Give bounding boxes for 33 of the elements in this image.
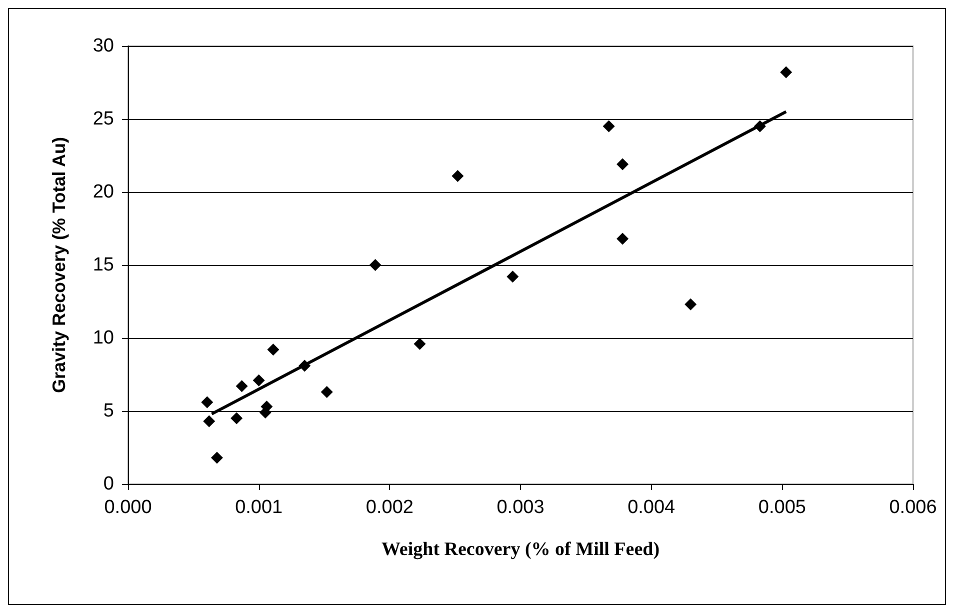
point [252, 374, 265, 386]
point [201, 396, 214, 408]
x-tick-label: 0.006 [889, 497, 937, 518]
y-tick-label: 20 [92, 182, 114, 202]
y-tick-label: 30 [92, 36, 114, 56]
x-axis-title: Weight Recovery (% of Mill Feed) [381, 539, 660, 560]
point [616, 158, 629, 170]
y-tick-label: 0 [103, 474, 114, 494]
point [452, 170, 464, 182]
y-tick-label: 10 [92, 328, 114, 348]
y-tick-label: 5 [103, 400, 114, 422]
point [267, 344, 280, 356]
point [230, 412, 243, 424]
point [414, 338, 426, 350]
x-tick-label: 0.000 [104, 497, 152, 518]
point [602, 120, 615, 132]
x-tick-label: 0.003 [496, 497, 544, 518]
point [320, 386, 333, 398]
point [210, 452, 223, 464]
point [780, 66, 792, 78]
point [506, 270, 519, 283]
y-tick-label: 25 [92, 108, 114, 130]
point [369, 259, 382, 271]
point [616, 232, 629, 245]
point [203, 415, 216, 428]
point [236, 380, 248, 392]
point [684, 298, 697, 310]
x-tick-label: 0.002 [366, 497, 414, 518]
y-axis-title: Gravity Recovery (% Total Au) [49, 136, 69, 394]
x-tick-label: 0.004 [628, 497, 676, 518]
x-tick-label: 0.005 [758, 497, 806, 518]
x-tick-label: 0.001 [235, 497, 283, 518]
y-tick-label: 15 [92, 254, 114, 276]
